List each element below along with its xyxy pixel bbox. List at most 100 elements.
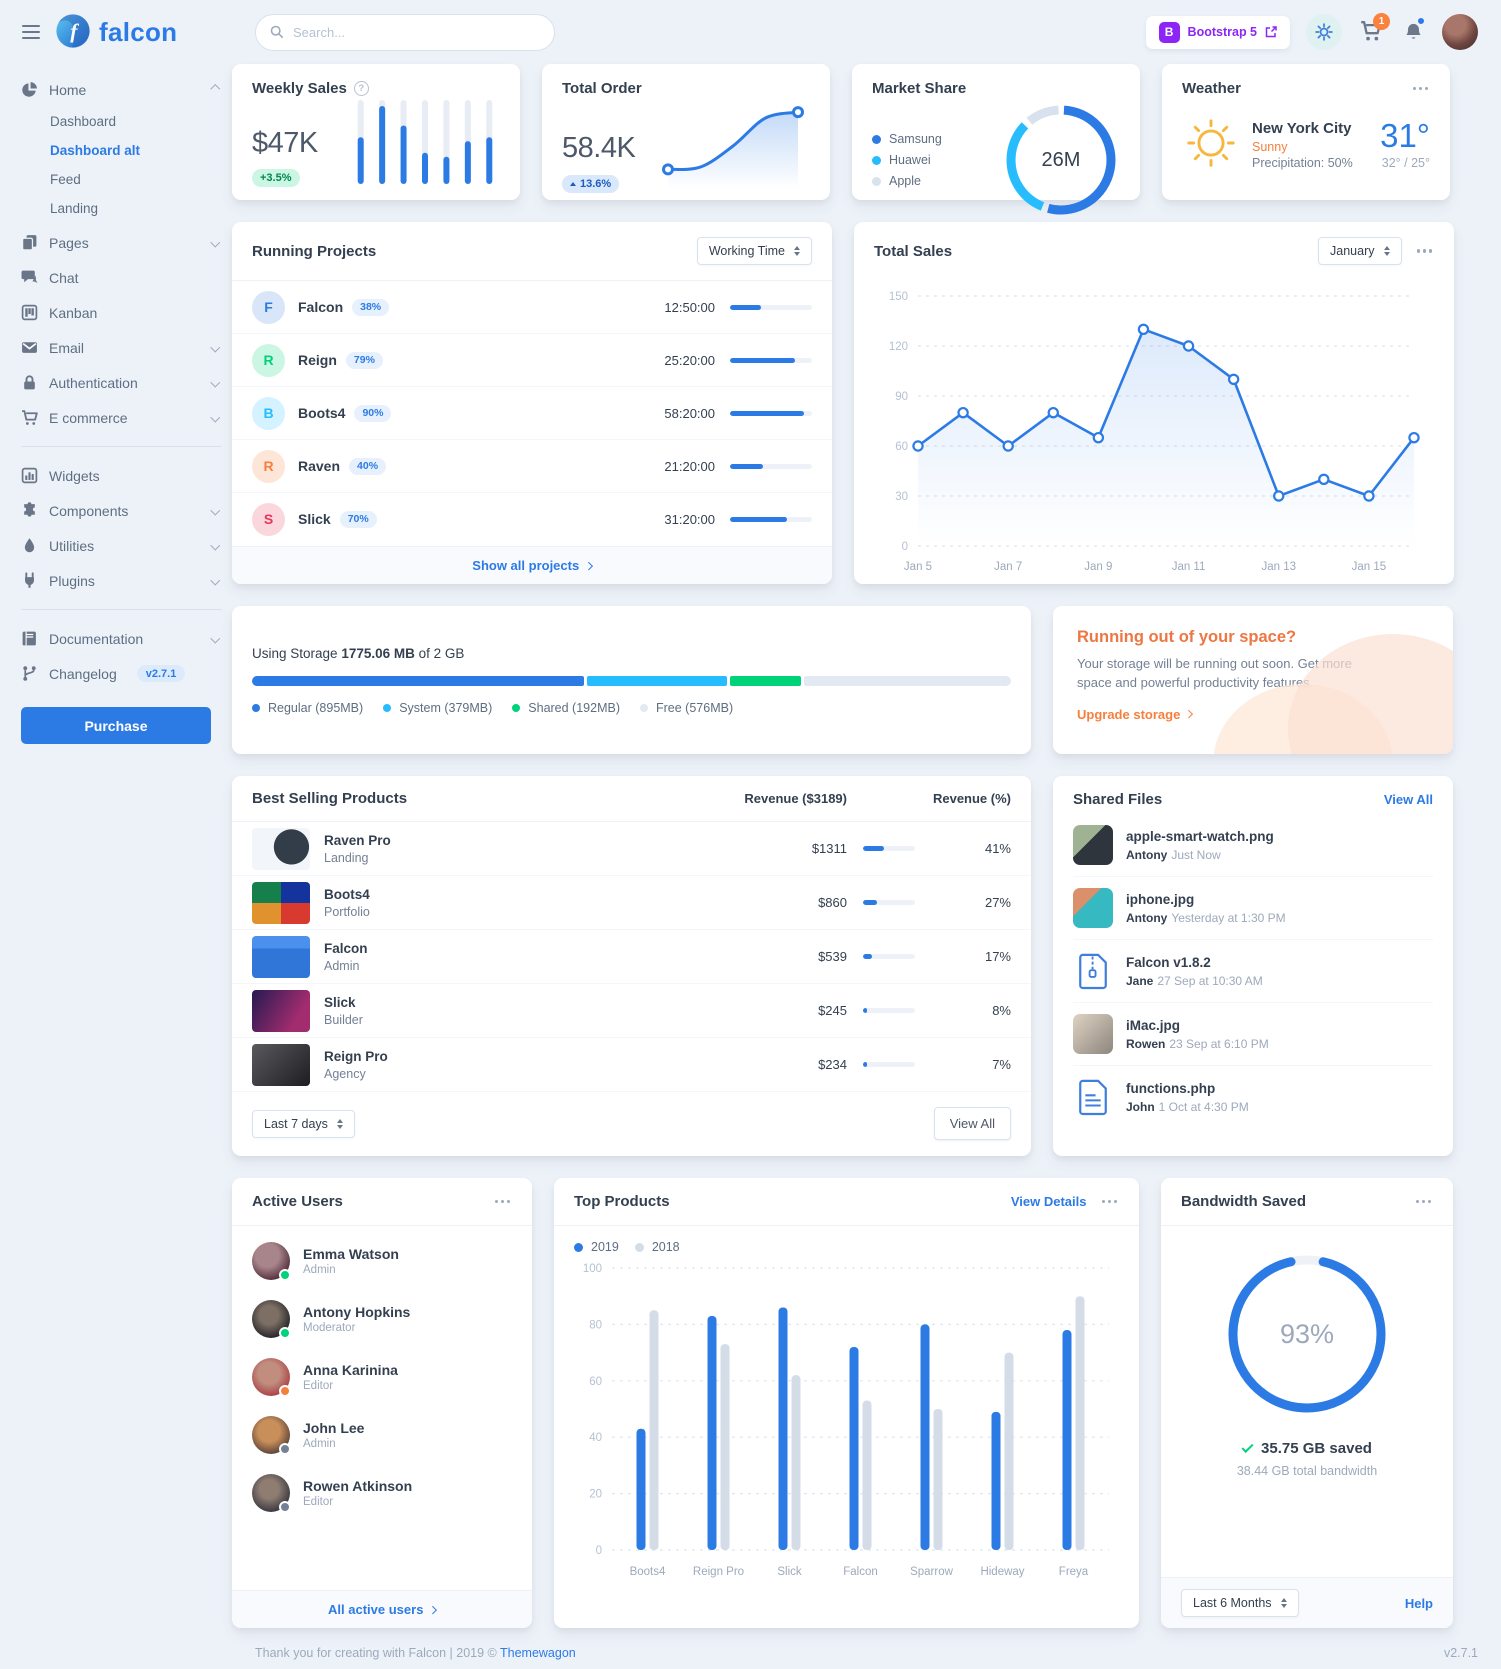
svg-text:150: 150 xyxy=(889,291,908,303)
weather-precipitation: Precipitation: 50% xyxy=(1252,155,1353,170)
puzzle-piece-icon xyxy=(24,502,35,517)
sidebar-item-authentication[interactable]: Authentication xyxy=(21,365,222,400)
product-category[interactable]: Builder xyxy=(324,1012,363,1027)
file-row[interactable]: Falcon v1.8.2 Jane 27 Sep at 10:30 AM xyxy=(1073,940,1433,1003)
ellipsis-menu-icon[interactable] xyxy=(1415,245,1435,257)
svg-text:Freya: Freya xyxy=(1059,1566,1089,1578)
legend-dot xyxy=(640,703,648,712)
chevron-down-icon xyxy=(210,505,220,516)
sidebar-item-email[interactable]: Email xyxy=(21,330,222,365)
search-box[interactable] xyxy=(255,13,555,51)
view-all-button[interactable]: View All xyxy=(933,1107,1011,1140)
file-row[interactable]: iphone.jpg Antony Yesterday at 1:30 PM xyxy=(1073,877,1433,940)
project-row[interactable]: R Reign 79% 25:20:00 xyxy=(232,334,832,387)
upgrade-storage-link[interactable]: Upgrade storage xyxy=(1077,707,1429,722)
sidebar-item-label: Home xyxy=(49,81,87,98)
hamburger-menu-icon[interactable] xyxy=(20,21,42,43)
view-all-link[interactable]: View All xyxy=(1383,792,1433,807)
file-row[interactable]: functions.php John 1 Oct at 4:30 PM xyxy=(1073,1066,1433,1128)
product-row[interactable]: Boots4 Portfolio $860 27% xyxy=(232,876,1031,930)
sidebar-item-dashboard-alt[interactable]: Dashboard alt xyxy=(50,143,141,158)
project-row[interactable]: F Falcon 38% 12:50:00 xyxy=(232,281,832,334)
help-icon[interactable]: ? xyxy=(353,81,369,96)
product-category[interactable]: Portfolio xyxy=(324,904,370,919)
sidebar-item-changelog[interactable]: Changelog v2.7.1 xyxy=(21,656,222,691)
project-row[interactable]: R Raven 40% 21:20:00 xyxy=(232,440,832,493)
sidebar-item-chat[interactable]: Chat xyxy=(21,260,222,295)
ellipsis-menu-icon[interactable] xyxy=(1100,1196,1120,1208)
weather-city: New York City xyxy=(1252,119,1352,137)
product-row[interactable]: Slick Builder $245 8% xyxy=(232,984,1031,1038)
shopping-cart-icon xyxy=(22,410,38,425)
sidebar-item-home[interactable]: Home xyxy=(21,72,222,107)
sidebar-item-components[interactable]: Components xyxy=(21,493,222,528)
cart-button[interactable]: 1 xyxy=(1358,13,1390,47)
ellipsis-menu-icon[interactable] xyxy=(1414,1196,1434,1208)
product-category[interactable]: Admin xyxy=(324,958,360,973)
all-active-users-link[interactable]: All active users xyxy=(328,1602,438,1617)
file-row[interactable]: iMac.jpg Rowen 23 Sep at 6:10 PM xyxy=(1073,1003,1433,1066)
sidebar-item-landing[interactable]: Landing xyxy=(50,201,99,216)
sidebar-item-kanban[interactable]: Kanban xyxy=(21,295,222,330)
comments-icon xyxy=(21,270,38,283)
last-7-days-select[interactable]: Last 7 days xyxy=(252,1109,355,1138)
caret-updown-icon xyxy=(1280,1598,1287,1608)
user-row[interactable]: Rowen Atkinson Editor xyxy=(232,1464,532,1522)
sidebar-item-dashboard[interactable]: Dashboard xyxy=(50,114,117,129)
user-row[interactable]: Anna Karinina Editor xyxy=(232,1348,532,1406)
brand-zone: f falcon xyxy=(20,12,255,53)
product-category[interactable]: Landing xyxy=(324,850,369,865)
user-avatar[interactable] xyxy=(1442,14,1478,50)
sidebar-item-pages[interactable]: Pages xyxy=(21,225,222,260)
purchase-button[interactable]: Purchase xyxy=(21,707,211,744)
project-row[interactable]: B Boots4 90% 58:20:00 xyxy=(232,387,832,440)
svg-text:20: 20 xyxy=(589,1489,602,1501)
file-row[interactable]: apple-smart-watch.png Antony Just Now xyxy=(1073,814,1433,877)
show-all-projects-link[interactable]: Show all projects xyxy=(472,558,593,573)
user-row[interactable]: Emma Watson Admin xyxy=(232,1232,532,1290)
month-select[interactable]: January xyxy=(1318,237,1402,265)
bootstrap-badge-label: Bootstrap 5 xyxy=(1187,25,1257,39)
search-input[interactable] xyxy=(293,24,540,40)
card-title: Shared Files xyxy=(1073,791,1163,808)
view-details-link[interactable]: View Details xyxy=(1010,1194,1087,1209)
themewagon-link[interactable]: Themewagon xyxy=(500,1646,576,1660)
product-category[interactable]: Agency xyxy=(324,1066,366,1081)
best-selling-products-card: Best Selling Products Revenue ($3189) Re… xyxy=(232,776,1031,1156)
product-row[interactable]: Falcon Admin $539 17% xyxy=(232,930,1031,984)
decorative-blob xyxy=(1288,634,1453,754)
sidebar-item-label: Changelog xyxy=(49,665,117,682)
sidebar-item-plugins[interactable]: Plugins xyxy=(21,563,222,598)
user-row[interactable]: Antony Hopkins Moderator xyxy=(232,1290,532,1348)
sidebar-item-documentation[interactable]: Documentation xyxy=(21,621,222,656)
ellipsis-menu-icon[interactable] xyxy=(493,1196,513,1208)
sidebar-item-ecommerce[interactable]: E commerce xyxy=(21,400,222,435)
svg-text:60: 60 xyxy=(589,1376,602,1388)
product-revenue: $1311 xyxy=(811,841,847,856)
product-row[interactable]: Raven Pro Landing $1311 41% xyxy=(232,822,1031,876)
product-progress-bar xyxy=(863,846,915,851)
settings-gear-icon[interactable] xyxy=(1306,14,1342,50)
sidebar-item-feed[interactable]: Feed xyxy=(50,172,81,187)
bootstrap-badge[interactable]: B Bootstrap 5 xyxy=(1145,15,1290,49)
weekly-sales-chart xyxy=(350,100,500,184)
user-row[interactable]: John Lee Admin xyxy=(232,1406,532,1464)
project-row[interactable]: S Slick 70% 31:20:00 xyxy=(232,493,832,546)
sidebar-item-widgets[interactable]: Widgets xyxy=(21,458,222,493)
working-time-select[interactable]: Working Time xyxy=(696,237,812,265)
storage-legend: Regular (895MB) System (379MB) Shared (1… xyxy=(252,701,1011,715)
last-6-months-select[interactable]: Last 6 Months xyxy=(1181,1589,1299,1617)
weather-temp: 31° xyxy=(1380,117,1430,154)
product-row[interactable]: Reign Pro Agency $234 7% xyxy=(232,1038,1031,1092)
sidebar-item-utilities[interactable]: Utilities xyxy=(21,528,222,563)
top-products-chart: 0 20 40 60 80 100 Boots4 Reign Pro Slick Falcon Sp… xyxy=(574,1254,1119,1584)
svg-text:f: f xyxy=(70,19,79,43)
ellipsis-menu-icon[interactable] xyxy=(1411,83,1431,95)
help-link[interactable]: Help xyxy=(1404,1595,1433,1611)
card-title: Market Share xyxy=(872,80,967,97)
notifications-bell-icon[interactable] xyxy=(1400,16,1426,47)
svg-text:0: 0 xyxy=(596,1545,602,1557)
chevron-down-icon xyxy=(210,633,220,644)
product-progress-bar xyxy=(863,1008,915,1013)
falcon-logo[interactable]: f falcon xyxy=(54,12,177,53)
